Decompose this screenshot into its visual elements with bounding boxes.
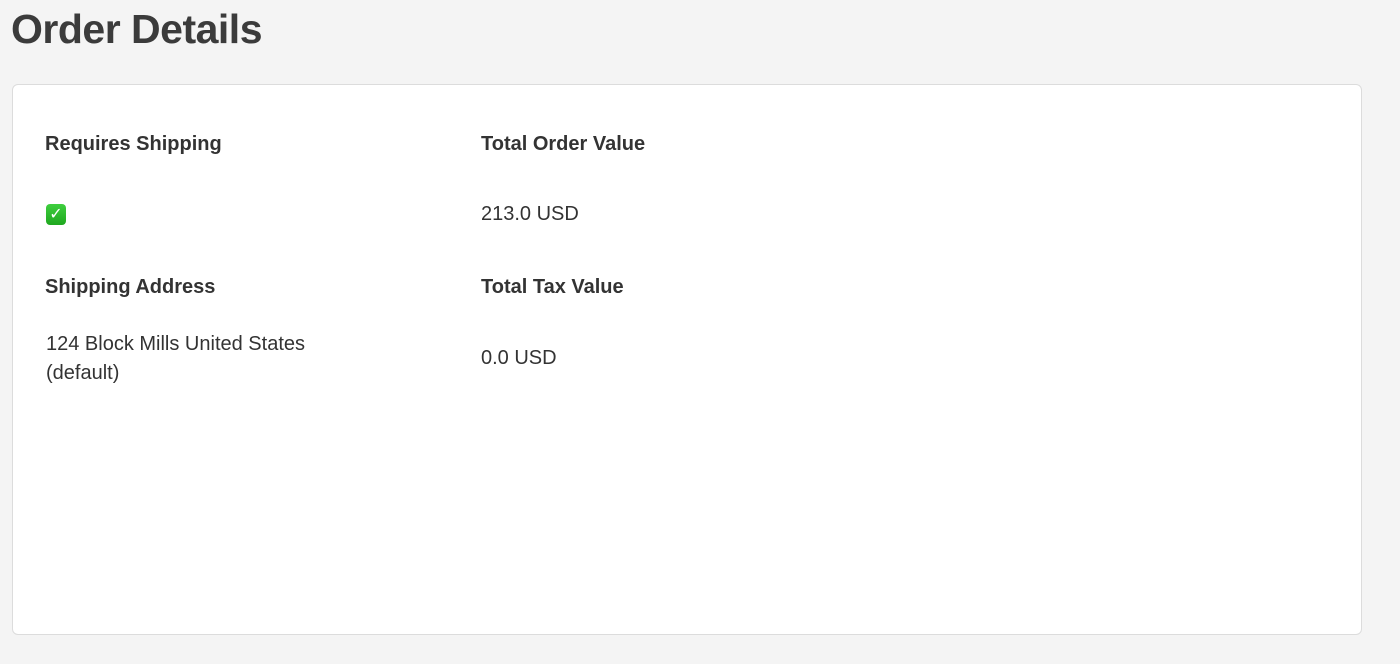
total-tax-value: 0.0 USD xyxy=(481,347,557,369)
page-title: Order Details xyxy=(11,6,263,52)
total-order-value-label: Total Order Value xyxy=(481,133,646,155)
shipping-address-line2: (default) xyxy=(46,362,120,384)
shipping-address-label: Shipping Address xyxy=(45,276,216,298)
green-check-mark-icon: ✓ xyxy=(46,204,66,225)
total-tax-value-label: Total Tax Value xyxy=(481,276,624,298)
total-order-value: 213.0 USD xyxy=(481,203,579,225)
shipping-address-value: 124 Block Mills United States (default) xyxy=(46,330,305,388)
order-details-card: Requires Shipping ✓ Total Order Value 21… xyxy=(12,84,1362,635)
shipping-address-line1: 124 Block Mills United States xyxy=(46,333,306,355)
requires-shipping-label: Requires Shipping xyxy=(45,133,222,155)
